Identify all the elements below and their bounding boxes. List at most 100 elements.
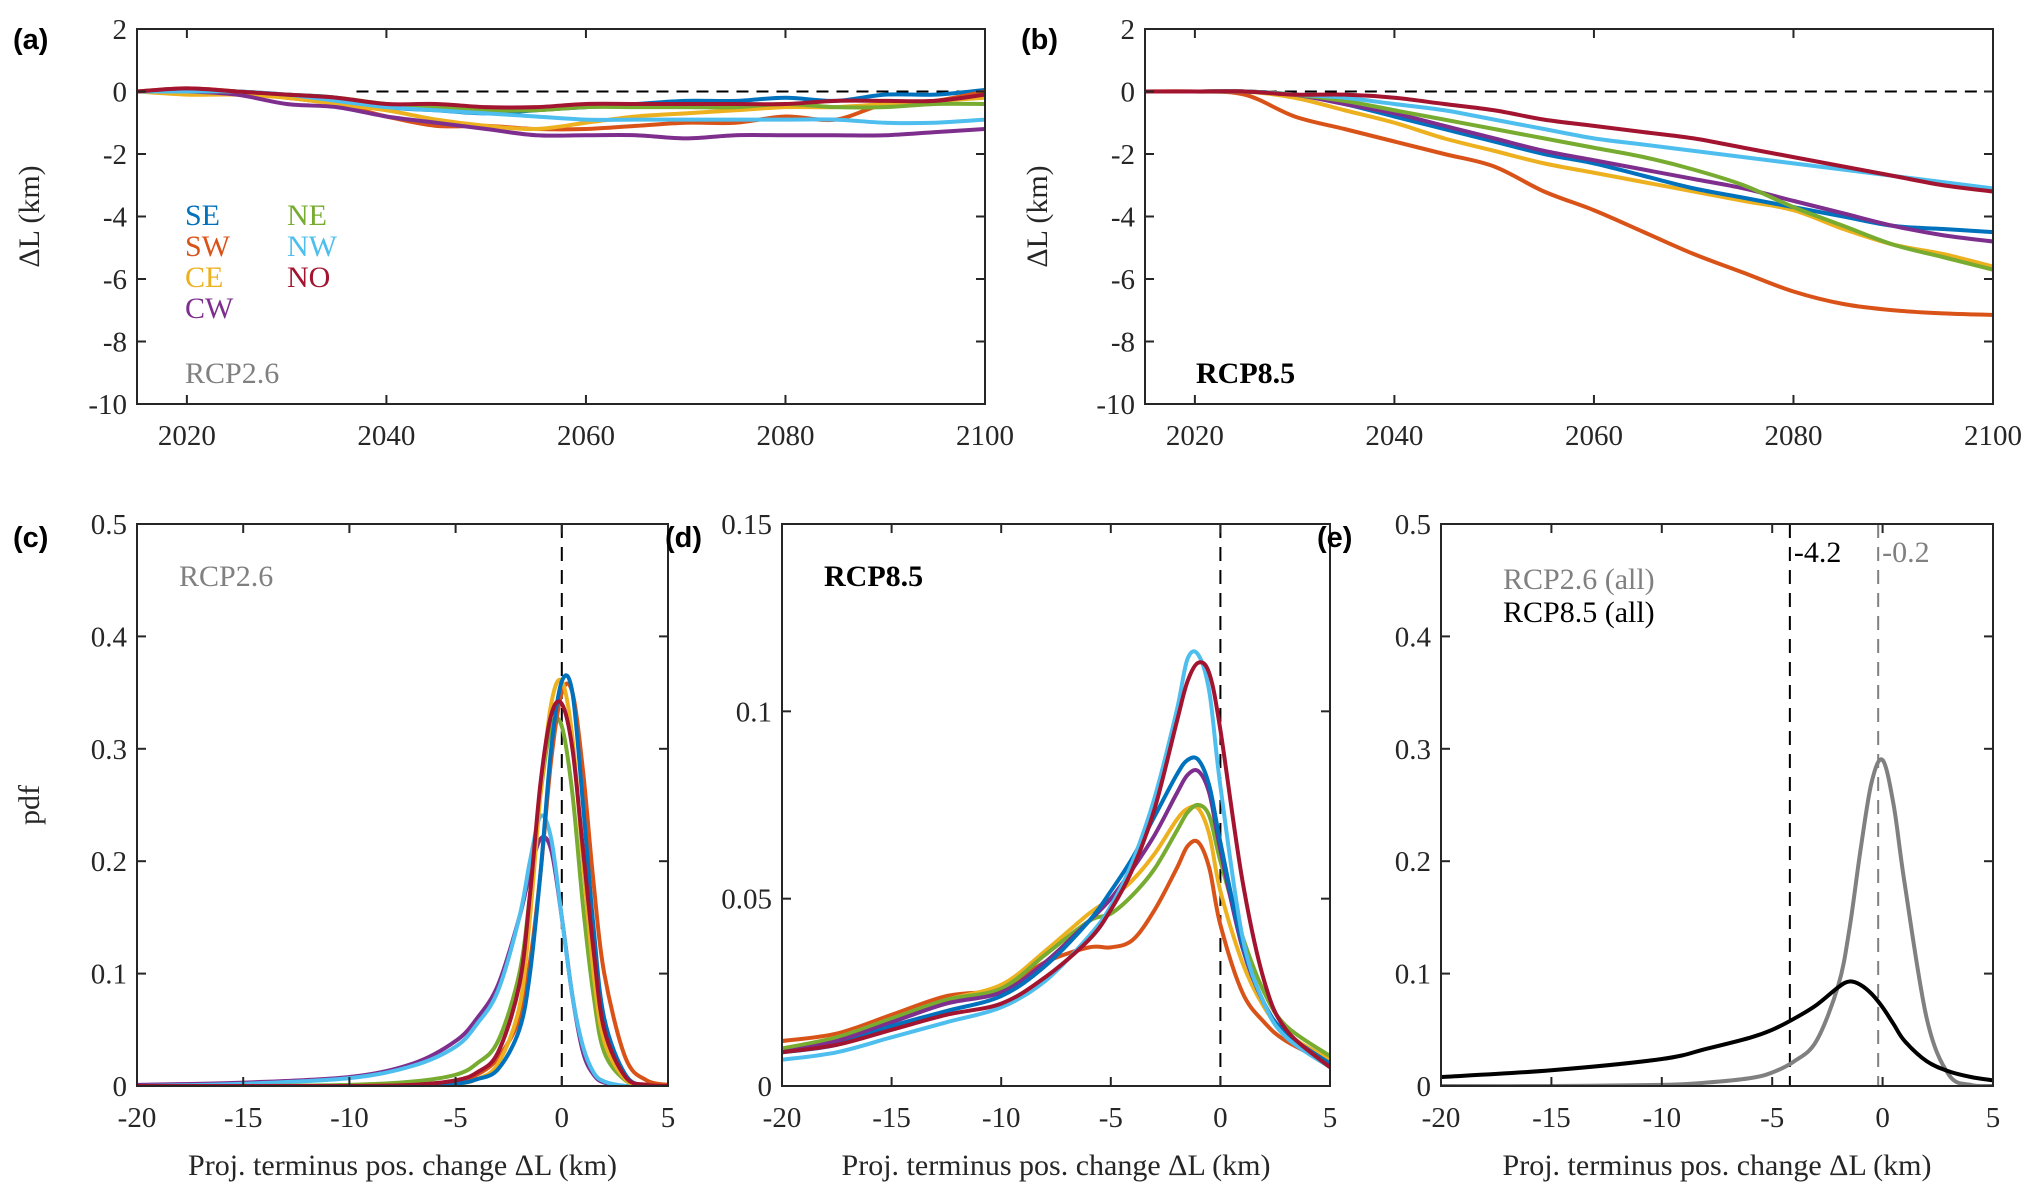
x-tick-label: 2060 bbox=[1565, 420, 1623, 452]
series-line-se bbox=[137, 673, 668, 1086]
y-tick-label: 2 bbox=[113, 14, 128, 46]
panel-label: (c) bbox=[13, 522, 48, 554]
y-axis-label: ΔL (km) bbox=[1021, 165, 1054, 267]
series-line-ce bbox=[1145, 89, 1993, 269]
series-line-nw bbox=[782, 649, 1330, 1069]
y-tick-label: 0.3 bbox=[1395, 734, 1431, 766]
series-line-no bbox=[1145, 89, 1993, 194]
series-line-se bbox=[1145, 89, 1993, 235]
axes-box bbox=[1144, 28, 1994, 405]
y-tick-label: -4 bbox=[1111, 202, 1136, 234]
y-axis-label: pdf bbox=[13, 785, 46, 825]
y-tick-label: 0.5 bbox=[91, 509, 127, 541]
x-axis-label: Proj. terminus pos. change ΔL (km) bbox=[842, 1149, 1271, 1182]
series-group bbox=[137, 673, 668, 1086]
legend-entry-ne: NE bbox=[287, 199, 327, 232]
panel-e: -4.2 -0.2 -20 -15 -10 -5 0 5 0 0.1 0.2 0.3 0.4 0.5 (e)… bbox=[1317, 509, 2000, 1182]
y-tick-label: 0.2 bbox=[91, 846, 127, 878]
y-tick-label: 0.5 bbox=[1395, 509, 1431, 541]
y-axis-label: ΔL (km) bbox=[13, 165, 46, 267]
x-axis-label: Proj. terminus pos. change ΔL (km) bbox=[1503, 1149, 1932, 1182]
scenario-label: RCP8.5 bbox=[824, 560, 923, 593]
x-tick-label: 2100 bbox=[956, 420, 1014, 452]
y-tick-label: -2 bbox=[103, 139, 127, 171]
panel-label: (b) bbox=[1021, 24, 1058, 56]
y-tick-label: 0.05 bbox=[721, 884, 772, 916]
series-line-sw bbox=[782, 838, 1330, 1066]
legend-entry-ce: CE bbox=[185, 261, 223, 294]
series-line-sw bbox=[1145, 89, 1993, 317]
y-tick-label: 0 bbox=[1121, 77, 1136, 109]
y-tick-label: 0 bbox=[113, 1071, 128, 1103]
x-tick-label: -10 bbox=[982, 1102, 1021, 1134]
x-tick-label: 5 bbox=[661, 1102, 676, 1134]
y-tick-label: 2 bbox=[1121, 14, 1136, 46]
panel-c: -20 -15 -10 -5 0 5 0 0.1 0.2 0.3 0.4 0.5 (c) pdf Proj.… bbox=[13, 509, 675, 1182]
series-line-rcp8-5-all- bbox=[1441, 979, 1993, 1083]
legend-entry: RCP2.6 (all) bbox=[1503, 563, 1655, 596]
y-tick-label: 0.2 bbox=[1395, 846, 1431, 878]
y-tick-label: 0 bbox=[758, 1071, 773, 1103]
series-group bbox=[137, 86, 985, 141]
scenario-label: RCP2.6 bbox=[185, 357, 279, 390]
x-tick-label: -15 bbox=[224, 1102, 263, 1134]
x-tick-label: 2020 bbox=[158, 420, 216, 452]
x-tick-label: 2040 bbox=[357, 420, 415, 452]
x-tick-label: -20 bbox=[118, 1102, 157, 1134]
series-line-rcp2-6-all- bbox=[1441, 757, 1993, 1086]
y-tick-label: -6 bbox=[103, 264, 127, 296]
axes-box bbox=[136, 523, 669, 1087]
y-tick-label: 0.1 bbox=[1395, 959, 1431, 991]
x-tick-label: 0 bbox=[1875, 1102, 1890, 1134]
legend-entry-se: SE bbox=[185, 199, 220, 232]
x-tick-label: 2020 bbox=[1166, 420, 1224, 452]
vline-value-label: -4.2 bbox=[1794, 536, 1842, 569]
scenario-label: RCP8.5 bbox=[1196, 357, 1295, 390]
series-line-cw bbox=[137, 89, 985, 141]
panel-b: 2020 2040 2060 2080 2100 -10 -8 -6 -4 -2 0 2 (b) ΔL (… bbox=[1021, 14, 2022, 452]
series-line-no bbox=[137, 86, 985, 110]
panel-label: (d) bbox=[665, 522, 702, 554]
x-tick-label: -5 bbox=[1099, 1102, 1123, 1134]
series-line-no bbox=[137, 699, 668, 1086]
series-group bbox=[782, 649, 1330, 1069]
vline-value-label: -0.2 bbox=[1882, 536, 1930, 569]
y-tick-label: 0.1 bbox=[736, 696, 772, 728]
y-tick-label: -8 bbox=[1111, 327, 1135, 359]
y-tick-label: 0.4 bbox=[91, 621, 128, 653]
x-tick-label: 2060 bbox=[557, 420, 615, 452]
series-line-no bbox=[782, 660, 1330, 1069]
legend-entry: RCP8.5 (all) bbox=[1503, 596, 1655, 629]
panel-d: -20 -15 -10 -5 0 5 0 0.05 0.1 0.15 (d) Proj. termin… bbox=[665, 509, 1337, 1182]
y-tick-label: -10 bbox=[1096, 389, 1135, 421]
axes-box bbox=[136, 28, 986, 405]
series-line-ne bbox=[1145, 89, 1993, 272]
x-axis-label: Proj. terminus pos. change ΔL (km) bbox=[188, 1149, 617, 1182]
x-tick-label: 0 bbox=[1213, 1102, 1228, 1134]
y-tick-label: 0.3 bbox=[91, 734, 127, 766]
x-tick-label: -10 bbox=[330, 1102, 369, 1134]
series-line-ce bbox=[782, 804, 1330, 1062]
y-tick-label: 0 bbox=[1417, 1071, 1432, 1103]
legend-entry-sw: SW bbox=[185, 230, 231, 263]
y-tick-label: 0.4 bbox=[1395, 621, 1432, 653]
series-group bbox=[1145, 89, 1993, 317]
x-tick-label: -20 bbox=[763, 1102, 802, 1134]
y-tick-label: 0.15 bbox=[721, 509, 772, 541]
y-tick-label: -6 bbox=[1111, 264, 1135, 296]
axes-box bbox=[781, 523, 1331, 1087]
y-tick-label: -8 bbox=[103, 327, 127, 359]
panel-label: (a) bbox=[13, 24, 48, 56]
x-tick-label: -20 bbox=[1422, 1102, 1461, 1134]
y-tick-label: -2 bbox=[1111, 139, 1135, 171]
x-tick-label: 2040 bbox=[1365, 420, 1423, 452]
series-line-ne bbox=[782, 802, 1330, 1058]
y-tick-label: -10 bbox=[88, 389, 127, 421]
x-tick-label: 5 bbox=[1986, 1102, 2001, 1134]
x-tick-label: 5 bbox=[1323, 1102, 1338, 1134]
panel-label: (e) bbox=[1317, 522, 1352, 554]
x-tick-label: -5 bbox=[1760, 1102, 1784, 1134]
x-tick-label: -15 bbox=[1532, 1102, 1571, 1134]
axes-box bbox=[1440, 523, 1994, 1087]
